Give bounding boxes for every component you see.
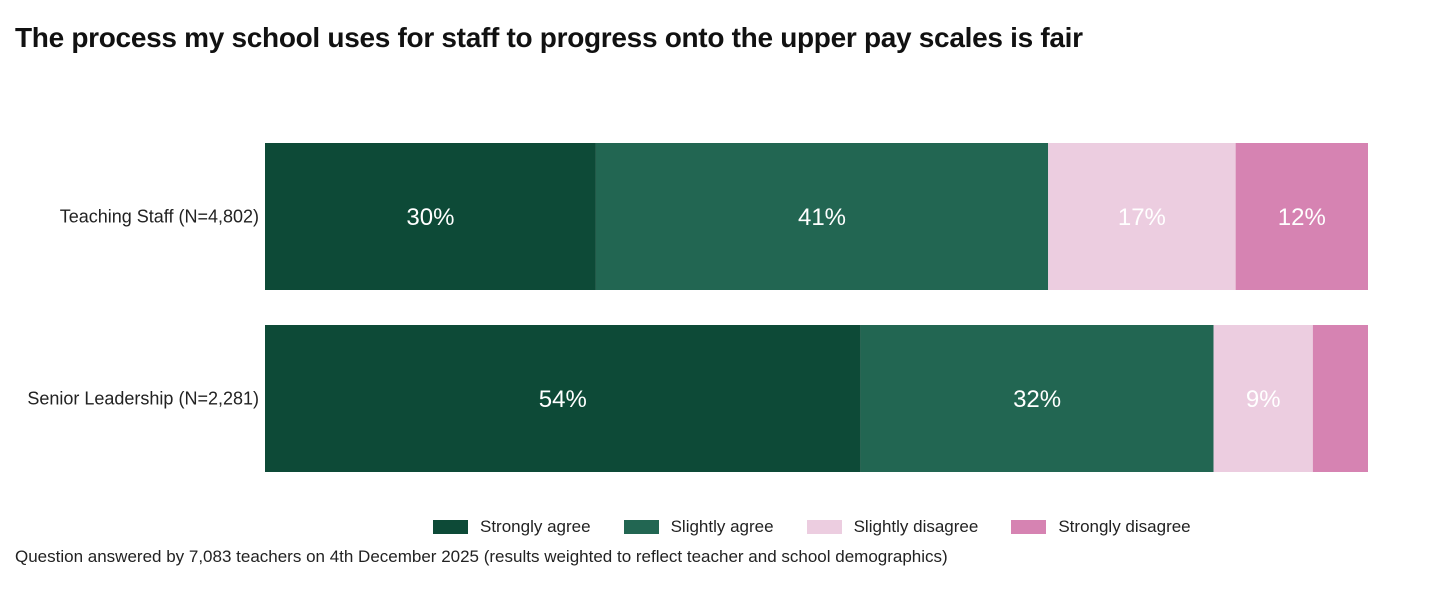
- data-label-strongly-disagree-teaching-staff: 12%: [1278, 204, 1326, 231]
- bar-segment-strongly-disagree-senior-leadership: [1312, 325, 1368, 472]
- legend-label-strongly-disagree: Strongly disagree: [1058, 517, 1191, 536]
- legend-swatch-strongly-disagree: [1011, 520, 1047, 534]
- category-label-senior-leadership: Senior Leadership (N=2,281): [27, 389, 259, 409]
- legend-item-strongly-agree: Strongly agree: [433, 517, 591, 537]
- legend-swatch-slightly-disagree: [806, 520, 842, 534]
- bar-segment-slightly-disagree-senior-leadership: [1213, 325, 1313, 472]
- bar-segment-slightly-agree-senior-leadership: [860, 325, 1214, 472]
- bar-segment-slightly-agree-teaching-staff: [595, 143, 1049, 290]
- data-label-strongly-agree-senior-leadership: 54%: [539, 386, 587, 413]
- data-label-slightly-agree-teaching-staff: 41%: [798, 204, 846, 231]
- data-label-strongly-agree-teaching-staff: 30%: [406, 204, 454, 231]
- bar-segment-strongly-agree-teaching-staff: [265, 143, 596, 290]
- legend-item-slightly-agree: Slightly agree: [623, 517, 774, 537]
- category-label-teaching-staff: Teaching Staff (N=4,802): [60, 207, 259, 227]
- chart-legend: Strongly agree Slightly agree Slightly d…: [433, 517, 1224, 537]
- legend-item-slightly-disagree: Slightly disagree: [806, 517, 979, 537]
- chart-title: The process my school uses for staff to …: [15, 22, 1083, 53]
- bar-segment-strongly-agree-senior-leadership: [265, 325, 861, 472]
- legend-label-slightly-disagree: Slightly disagree: [853, 517, 979, 536]
- legend-label-slightly-agree: Slightly agree: [670, 517, 774, 536]
- footnote: Question answered by 7,083 teachers on 4…: [15, 547, 948, 566]
- data-label-slightly-disagree-teaching-staff: 17%: [1118, 204, 1166, 231]
- legend-swatch-strongly-agree: [433, 520, 468, 534]
- data-label-slightly-disagree-senior-leadership: 9%: [1246, 386, 1281, 413]
- bar-segment-slightly-disagree-teaching-staff: [1048, 143, 1236, 290]
- bar-segment-strongly-disagree-teaching-staff: [1235, 143, 1368, 290]
- legend-swatch-slightly-agree: [623, 520, 659, 534]
- legend-item-strongly-disagree: Strongly disagree: [1011, 517, 1191, 537]
- legend-label-strongly-agree: Strongly agree: [480, 517, 591, 536]
- data-label-slightly-agree-senior-leadership: 32%: [1013, 386, 1061, 413]
